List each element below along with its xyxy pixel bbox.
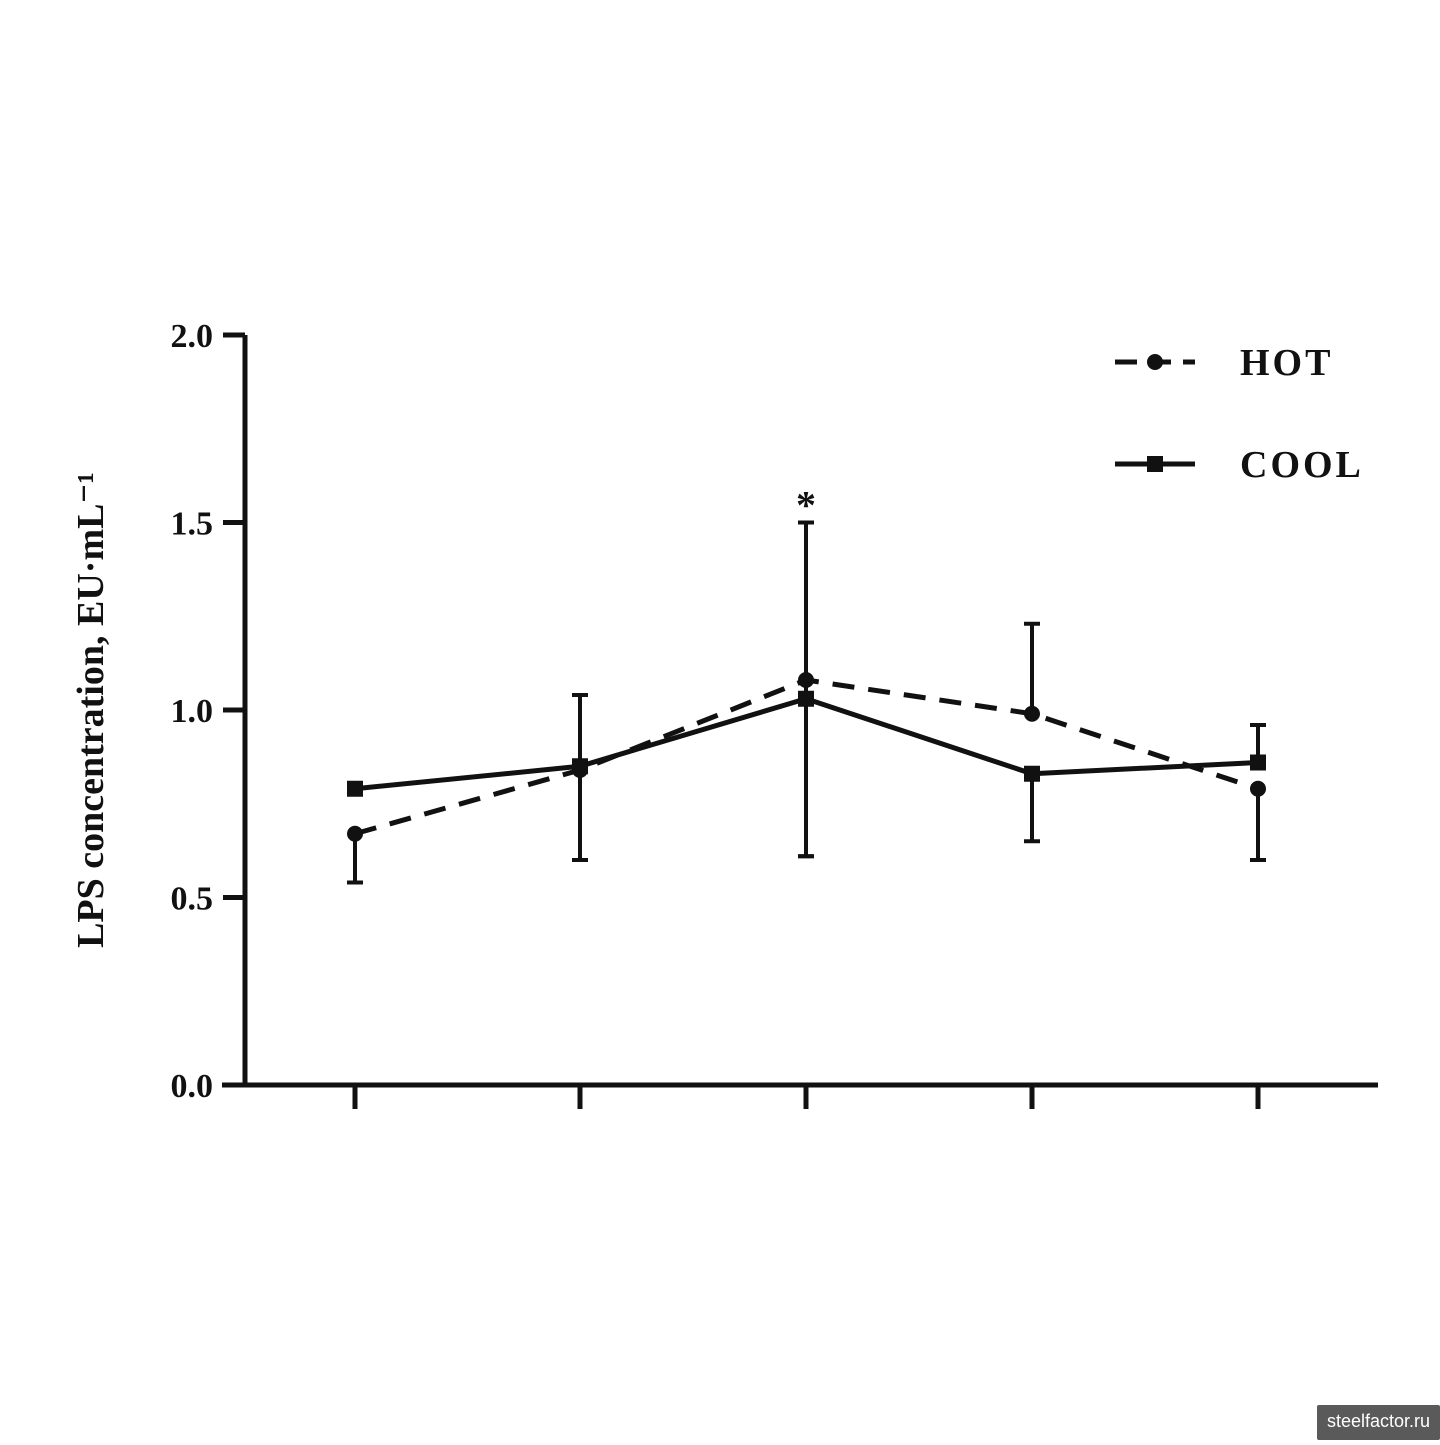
hot-point	[1024, 705, 1040, 722]
y-axis-label: LPS concentration, EU·mL⁻¹	[70, 472, 112, 948]
legend-hot-label: HOT	[1240, 342, 1333, 384]
cool-point	[572, 758, 588, 775]
series-hot	[347, 520, 1266, 885]
legend-cool-marker	[1147, 456, 1163, 472]
cool-point	[798, 690, 814, 707]
legend: HOT COOL	[1115, 342, 1364, 486]
series-layer	[347, 520, 1266, 885]
cool-point	[1250, 754, 1266, 771]
x-ticks	[352, 1085, 1261, 1109]
hot-point	[1250, 780, 1266, 797]
series-cool	[347, 690, 1266, 862]
watermark-badge: steelfactor.ru	[1316, 1405, 1440, 1440]
legend-hot-marker	[1147, 354, 1163, 370]
axes	[222, 335, 1378, 1088]
cool-point	[1024, 765, 1040, 782]
legend-cool-label: COOL	[1240, 444, 1364, 486]
significance-marker: *	[796, 483, 816, 528]
hot-point	[347, 825, 363, 842]
y-tick-label: 0.0	[171, 1068, 214, 1105]
y-ticks: 0.0 0.5 1.0 1.5 2.0	[171, 318, 245, 1105]
cool-point	[347, 780, 363, 797]
y-tick-label: 2.0	[171, 318, 214, 355]
y-tick-label: 1.5	[171, 506, 214, 543]
hot-point	[798, 672, 814, 688]
y-tick-label: 1.0	[171, 693, 214, 730]
annotations: *	[796, 483, 816, 528]
y-tick-label: 0.5	[171, 881, 214, 918]
